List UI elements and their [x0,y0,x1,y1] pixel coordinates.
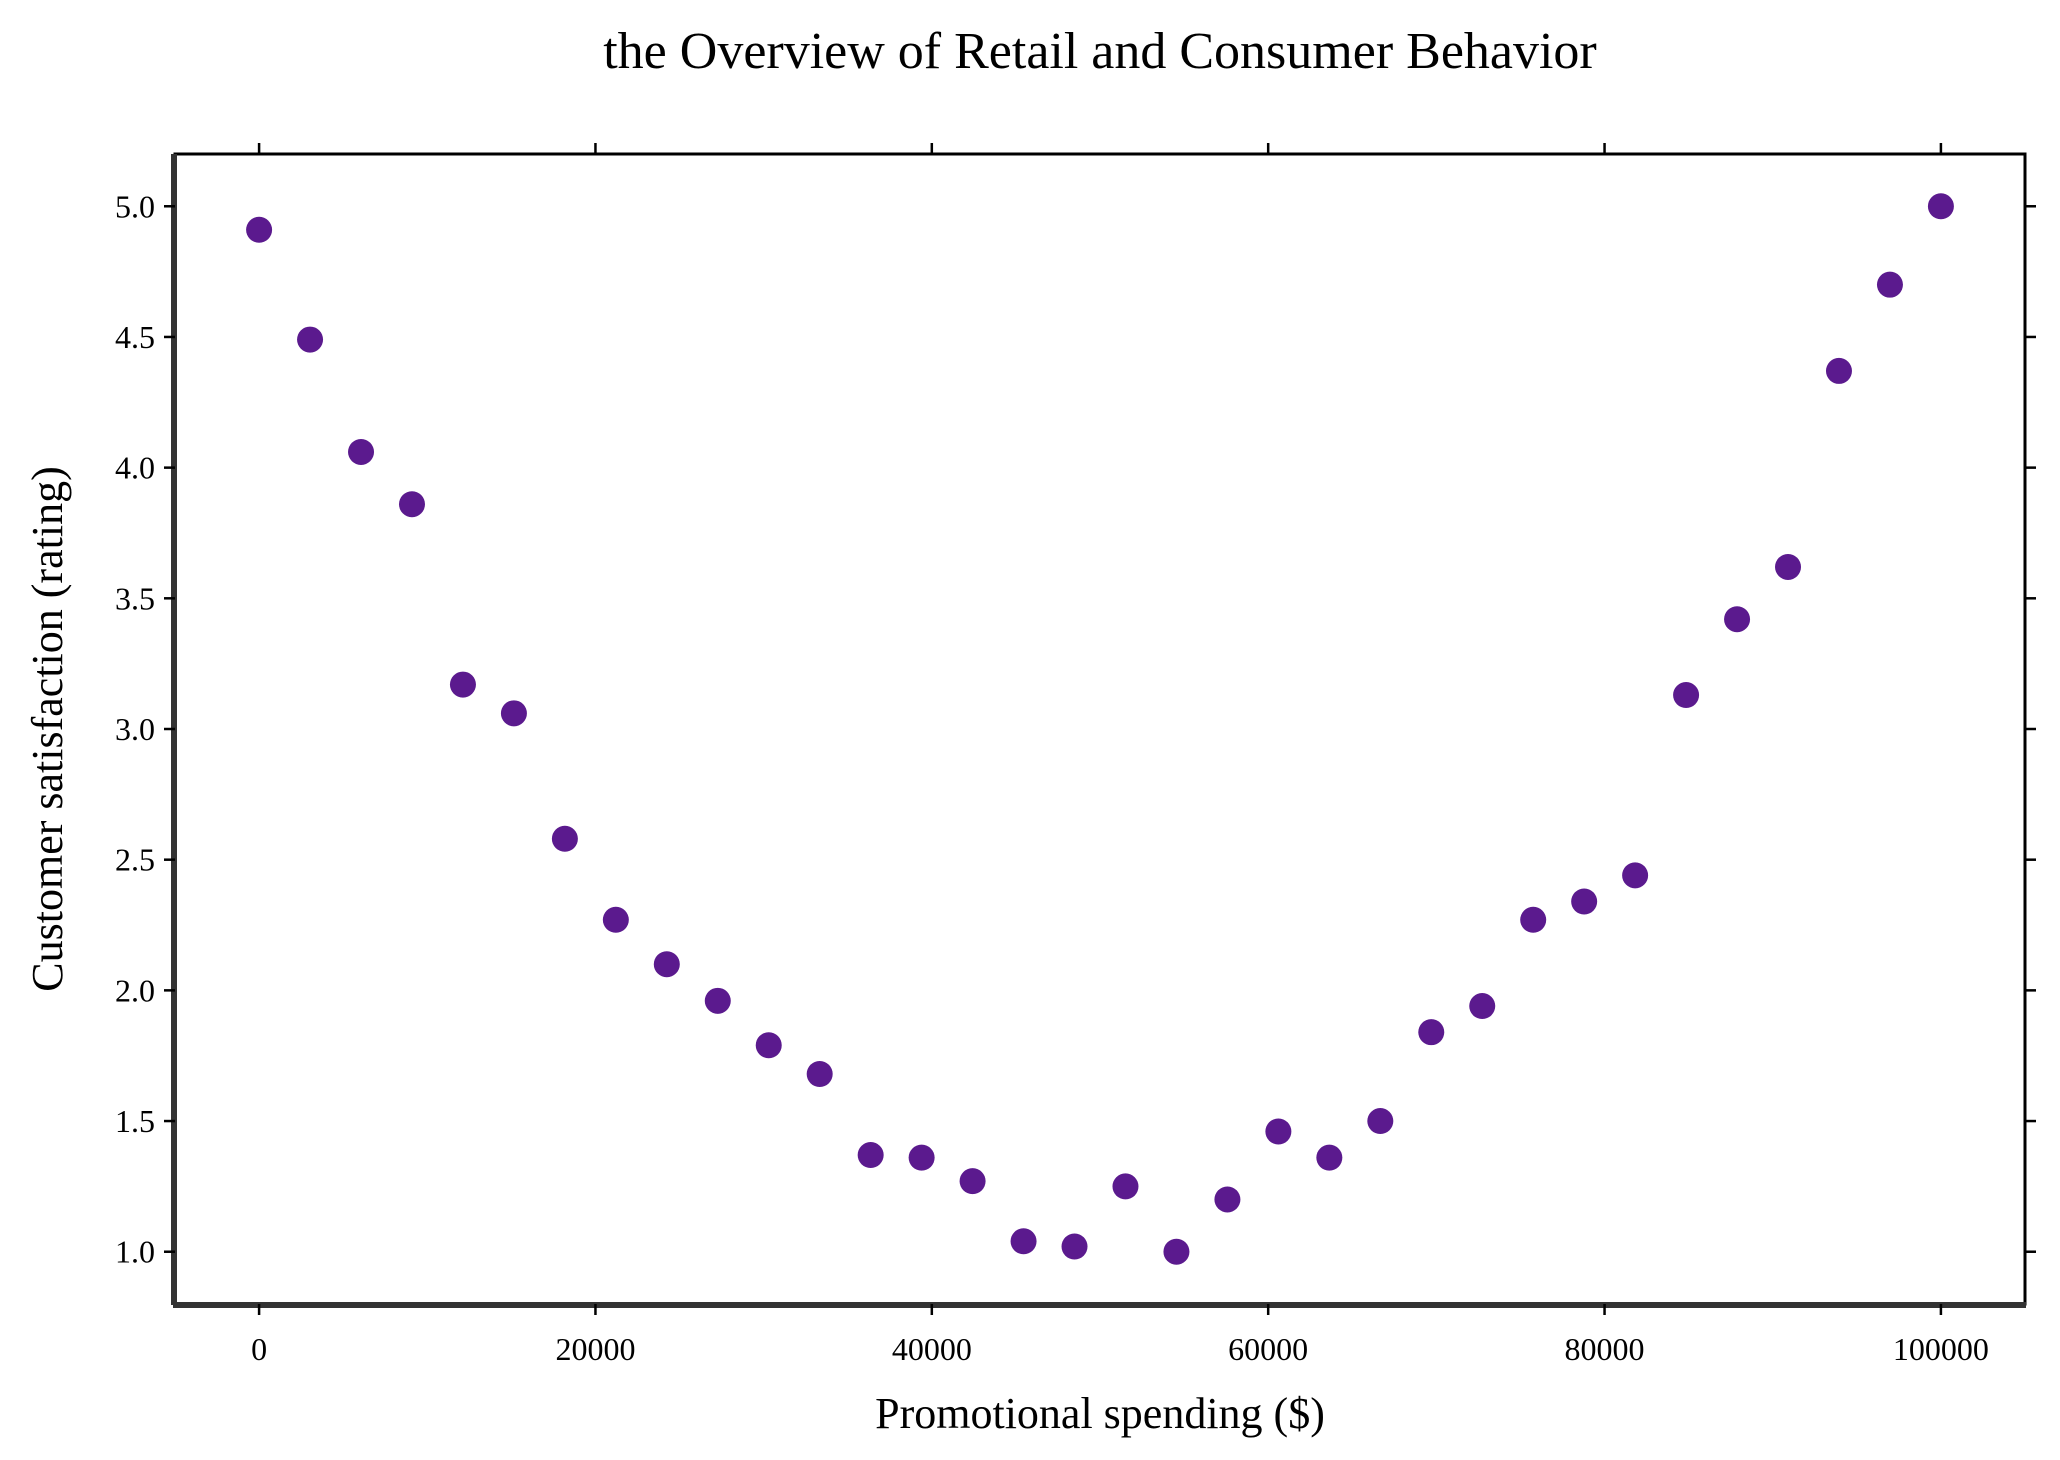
data-point [1673,682,1700,709]
data-point [1469,993,1496,1020]
data-point [1112,1173,1139,1200]
data-point [1367,1108,1394,1135]
y-tick-label: 4.0 [115,450,155,486]
y-tick-label: 3.5 [115,580,155,616]
x-axis-ticks: 0 20000 40000 60000 80000 100000 [251,143,1989,1367]
data-points [246,193,1954,1265]
data-point [297,326,324,353]
y-axis-label: Customer satisfaction (rating) [23,466,72,991]
data-point [1927,193,1954,220]
data-point [755,1032,782,1059]
data-point [1061,1233,1088,1260]
data-point [704,987,731,1014]
data-point [1520,906,1547,933]
y-axis-ticks: 1.0 1.5 2.0 2.5 3.0 3.5 4.0 4.5 5.0 [115,188,2036,1270]
x-tick-label: 80000 [1565,1331,1645,1367]
data-point [1622,862,1649,889]
data-point [1724,606,1751,633]
data-point [246,216,273,243]
x-tick-label: 20000 [555,1331,635,1367]
chart-title: the Overview of Retail and Consumer Beha… [603,23,1597,80]
data-point [1825,357,1852,384]
data-point [449,671,476,698]
y-tick-label: 2.0 [115,972,155,1008]
plot-frame [173,152,2027,1306]
data-point [398,491,425,518]
data-point [857,1142,884,1169]
y-tick-label: 1.0 [115,1234,155,1270]
data-point [1775,553,1802,580]
y-tick-label: 2.5 [115,842,155,878]
data-point [959,1168,986,1195]
data-point [908,1144,935,1171]
data-point [348,438,375,465]
data-point [653,951,680,978]
data-point [1163,1238,1190,1265]
x-tick-label: 60000 [1228,1331,1308,1367]
data-point [1418,1019,1445,1046]
data-point [1316,1144,1343,1171]
y-tick-label: 5.0 [115,188,155,224]
data-point [602,906,629,933]
x-tick-label: 40000 [892,1331,972,1367]
x-tick-label: 0 [251,1331,267,1367]
data-point [500,700,527,727]
data-point [1571,888,1598,915]
y-tick-label: 3.0 [115,711,155,747]
data-point [1265,1118,1292,1145]
y-tick-label: 4.5 [115,319,155,355]
data-point [1214,1186,1241,1213]
x-axis-label: Promotional spending ($) [875,1389,1325,1438]
data-point [1876,271,1903,298]
y-tick-label: 1.5 [115,1103,155,1139]
data-point [1010,1228,1037,1255]
data-point [806,1061,833,1087]
x-tick-label: 100000 [1893,1331,1989,1367]
data-point [551,825,578,852]
